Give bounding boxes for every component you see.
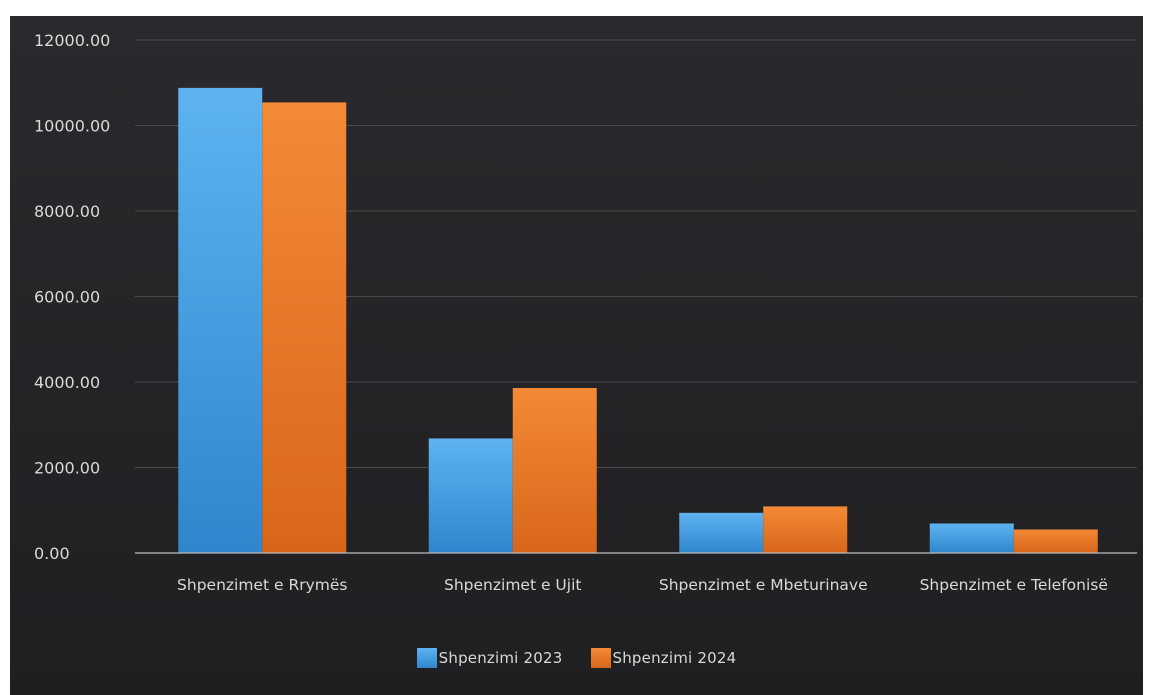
- legend-label-2024: Shpenzimi 2024: [612, 649, 737, 667]
- legend-swatch-blue: [416, 648, 437, 668]
- bar-2024-1: [262, 102, 347, 553]
- y-tick-label: 12000.00: [34, 31, 110, 50]
- bars: [178, 87, 1098, 553]
- bar-2023-4: [929, 523, 1014, 553]
- legend: Shpenzimi 2023 Shpenzimi 2024: [0, 648, 1153, 668]
- x-category-label: Shpenzimet e Telefonisë: [920, 576, 1108, 594]
- bar-2024-3: [763, 506, 848, 553]
- y-tick-label: 6000.00: [34, 288, 100, 307]
- bar-2023-3: [679, 512, 764, 553]
- x-category-label: Shpenzimet e Ujit: [444, 576, 581, 594]
- y-tick-label: 0.00: [34, 544, 70, 563]
- legend-item-2024: Shpenzimi 2024: [590, 648, 737, 668]
- legend-label-2023: Shpenzimi 2023: [438, 649, 563, 667]
- y-tick-label: 2000.00: [34, 459, 100, 478]
- x-category-label: Shpenzimet e Mbeturinave: [659, 576, 868, 594]
- bar-2024-4: [1013, 529, 1098, 553]
- legend-swatch-orange: [590, 648, 611, 668]
- bar-2023-2: [428, 438, 513, 553]
- x-axis-category-labels: Shpenzimet e Rrymës Shpenzimet e Ujit Shpe…: [177, 576, 1108, 594]
- bar-2024-2: [512, 387, 597, 553]
- y-tick-label: 8000.00: [34, 202, 100, 221]
- y-tick-label: 10000.00: [34, 117, 110, 136]
- y-axis-tick-labels: 0.00 2000.00 4000.00 6000.00 8000.00 10000.00…: [34, 31, 110, 563]
- x-category-label: Shpenzimet e Rrymës: [177, 576, 347, 594]
- y-tick-label: 4000.00: [34, 373, 100, 392]
- legend-item-2023: Shpenzimi 2023: [416, 648, 563, 668]
- bar-2023-1: [178, 87, 263, 553]
